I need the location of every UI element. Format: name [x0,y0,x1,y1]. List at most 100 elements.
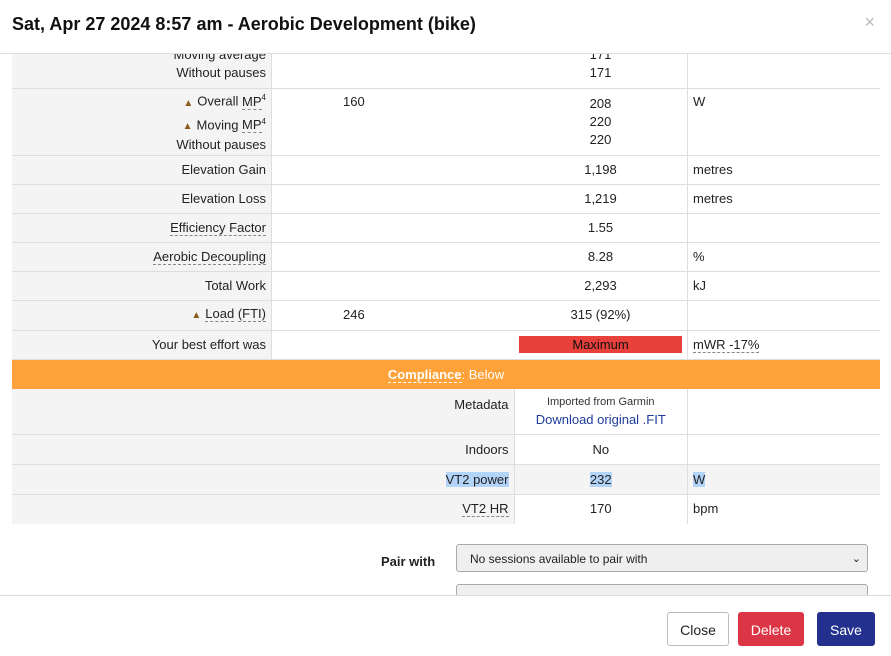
load-label[interactable]: Load [205,306,235,322]
compliance-link[interactable]: Compliance [387,366,462,383]
mp-abbrev[interactable]: MP [242,93,262,110]
planned-value: 160 [343,93,365,109]
planned-cell [271,271,514,301]
table-row: Elevation Gain 1,198 metres [12,155,880,185]
overall-mp-label[interactable]: Overall MP [197,93,262,110]
planned-cell [271,213,514,243]
mwr-link[interactable]: mWR -17% [693,336,760,353]
value-cell: 208 220 220 [514,88,688,156]
vt2-hr-unit: bpm [693,501,719,517]
elevation-loss-unit: metres [687,184,880,214]
without-pauses-value: 171 [589,64,612,80]
caret-up-icon[interactable]: ▲ [183,97,194,109]
elevation-gain-unit: metres [687,155,880,185]
unit-cell [687,388,880,435]
pair-with-select[interactable]: No sessions available to pair with ⌄ [456,544,868,572]
moving-mp-label[interactable]: Moving MP [196,116,262,133]
vt2-hr-label[interactable]: VT2 HR [462,501,509,518]
unit-cell [687,54,880,89]
row-label: ▲ Overall MP4 ▲ Moving MP4 Without pauses [12,88,272,156]
unit-cell: mWR -17% [687,330,880,360]
dialog-title: Sat, Apr 27 2024 8:57 am - Aerobic Devel… [12,14,476,34]
unit-cell [687,213,880,243]
stats-table: Moving average Without pauses 171 171 ▲ O… [12,54,880,524]
dialog-footer: Close Delete Save [0,595,891,656]
pair-section: Pair with No sessions available to pair … [0,544,891,595]
without-pauses-value: 220 [589,131,612,147]
caret-up-icon[interactable]: ▲ [182,120,193,132]
mp-abbrev[interactable]: MP [242,116,262,133]
metadata-label: Metadata [12,388,515,435]
dialog-body: Moving average Without pauses 171 171 ▲ O… [0,54,891,595]
dialog-header: Sat, Apr 27 2024 8:57 am - Aerobic Devel… [0,0,891,54]
planned-cell: 160 [271,88,514,156]
close-button[interactable]: Close [667,612,729,646]
indoors-label: Indoors [12,434,515,465]
planned-cell [271,184,514,214]
planned-cell [271,330,514,360]
load-value: 315 (92%) [514,300,688,331]
row-label: ▲ Load (FTI) [12,300,272,331]
load-fti-label[interactable]: (FTI) [237,306,266,322]
unit-cell [687,434,880,465]
vt2-hr-value: 170 [514,494,688,524]
table-row: VT2 power 232 W [12,464,880,495]
efficiency-factor-value: 1.55 [514,213,688,243]
compliance-cell: Compliance: Below [12,359,880,389]
table-row: VT2 HR 170 bpm [12,494,880,524]
load-planned: 246 [271,300,514,331]
moving-average-value: 171 [589,54,612,62]
without-pauses-label: Without pauses [176,64,266,80]
download-fit-link[interactable]: Download original .FIT [535,412,666,428]
vt2-power-unit: W [693,471,706,487]
imported-from-text: Imported from Garmin [546,396,655,409]
caret-up-icon[interactable]: ▲ [191,310,202,321]
delete-button[interactable]: Delete [738,612,804,646]
footnote-marker: 4 [261,116,266,126]
table-row: Elevation Loss 1,219 metres [12,184,880,214]
aerobic-decoupling-value: 8.28 [514,242,688,272]
row-label: Moving average Without pauses [12,54,272,89]
pair-with-selected: No sessions available to pair with [470,552,648,566]
row-label: Efficiency Factor [12,213,272,243]
close-icon[interactable]: × [864,12,875,32]
row-label: Aerobic Decoupling [12,242,272,272]
table-row: Indoors No [12,434,880,465]
best-effort-label: Your best effort was [12,330,272,360]
vt2-power-label: VT2 power [445,471,509,487]
compliance-value: : Below [461,366,505,382]
value-cell: 232 [514,464,688,495]
table-row: ▲ Load (FTI) 246 315 (92%) [12,300,880,331]
elevation-gain-label: Elevation Gain [12,155,272,185]
metadata-cell: Imported from Garmin Download original .… [514,388,688,435]
overall-mp-value: 208 [589,95,612,111]
total-work-value: 2,293 [514,271,688,301]
planned-cell [271,242,514,272]
footnote-marker: 4 [261,93,266,103]
table-row: Aerobic Decoupling 8.28 % [12,242,880,272]
save-button[interactable]: Save [817,612,875,646]
indoors-value: No [514,434,688,465]
row-label: VT2 HR [12,494,515,524]
without-pauses-label: Without pauses [176,136,266,152]
unit-label: W [693,93,706,109]
pair-with-label: Pair with [381,554,436,569]
second-select[interactable] [456,584,868,595]
planned-cell [271,155,514,185]
table-row: Efficiency Factor 1.55 [12,213,880,243]
efficiency-factor-label[interactable]: Efficiency Factor [170,219,266,236]
unit-cell [687,300,880,331]
compliance-row: Compliance: Below [12,359,880,389]
table-row: Total Work 2,293 kJ [12,271,880,301]
table-row: Moving average Without pauses 171 171 [12,54,880,89]
aerobic-decoupling-label[interactable]: Aerobic Decoupling [153,248,266,265]
moving-average-label: Moving average [173,54,267,62]
total-work-unit: kJ [687,271,880,301]
elevation-loss-value: 1,219 [514,184,688,214]
row-label: VT2 power [12,464,515,495]
unit-cell: W [687,464,880,495]
table-row: Your best effort was Maximum mWR -17% [12,330,880,360]
table-row: Metadata Imported from Garmin Download o… [12,388,880,435]
moving-mp-value: 220 [589,113,612,129]
best-effort-bar: Maximum [519,335,682,353]
